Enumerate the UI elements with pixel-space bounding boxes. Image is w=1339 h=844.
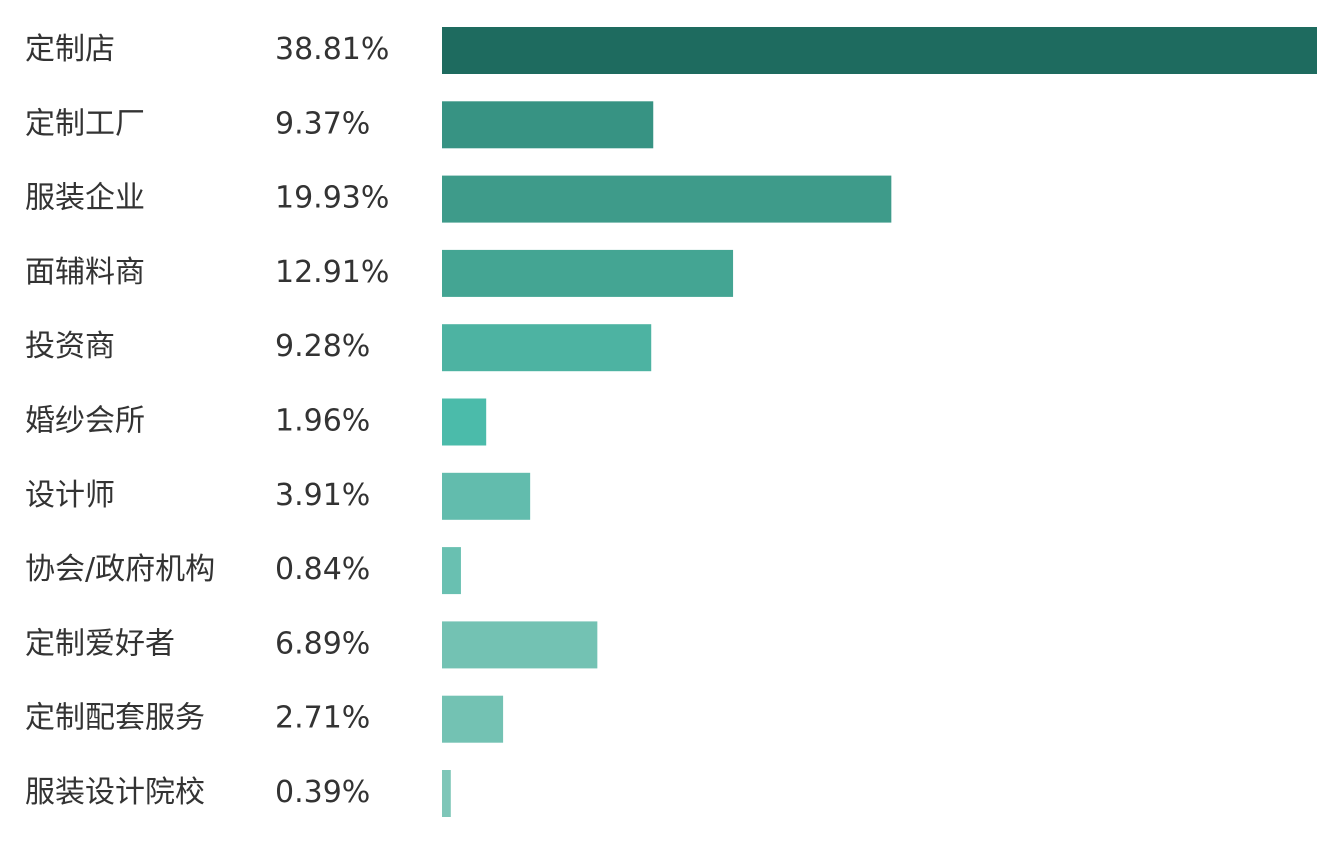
- value-label: 12.91%: [275, 255, 389, 290]
- value-label: 9.37%: [275, 106, 370, 141]
- category-label: 定制工厂: [25, 106, 145, 141]
- value-label: 38.81%: [275, 32, 389, 67]
- bar: [442, 695, 504, 743]
- category-label: 面辅料商: [25, 255, 145, 290]
- bar: [442, 101, 654, 149]
- bar: [442, 249, 734, 297]
- category-label: 协会/政府机构: [25, 552, 215, 587]
- category-label: 定制店: [25, 32, 115, 67]
- category-label: 设计师: [25, 478, 115, 513]
- bar: [442, 472, 531, 520]
- category-label: 服装企业: [25, 181, 145, 216]
- value-label: 19.93%: [275, 181, 389, 216]
- bar: [442, 324, 652, 372]
- bar: [442, 770, 451, 817]
- bar: [442, 547, 461, 595]
- bar: [442, 175, 892, 223]
- value-label: 3.91%: [275, 478, 370, 513]
- bar: [442, 27, 1317, 74]
- value-label: 6.89%: [275, 626, 370, 661]
- category-label: 婚纱会所: [25, 404, 145, 439]
- value-label: 9.28%: [275, 329, 370, 364]
- value-label: 0.39%: [275, 775, 370, 810]
- category-label: 定制配套服务: [25, 701, 205, 736]
- value-label: 0.84%: [275, 552, 370, 587]
- value-label: 1.96%: [275, 404, 370, 439]
- bar: [442, 398, 487, 446]
- value-label: 2.71%: [275, 701, 370, 736]
- category-label: 投资商: [25, 329, 115, 364]
- category-label: 定制爱好者: [25, 626, 175, 661]
- bar: [442, 621, 598, 669]
- category-label: 服装设计院校: [25, 775, 205, 810]
